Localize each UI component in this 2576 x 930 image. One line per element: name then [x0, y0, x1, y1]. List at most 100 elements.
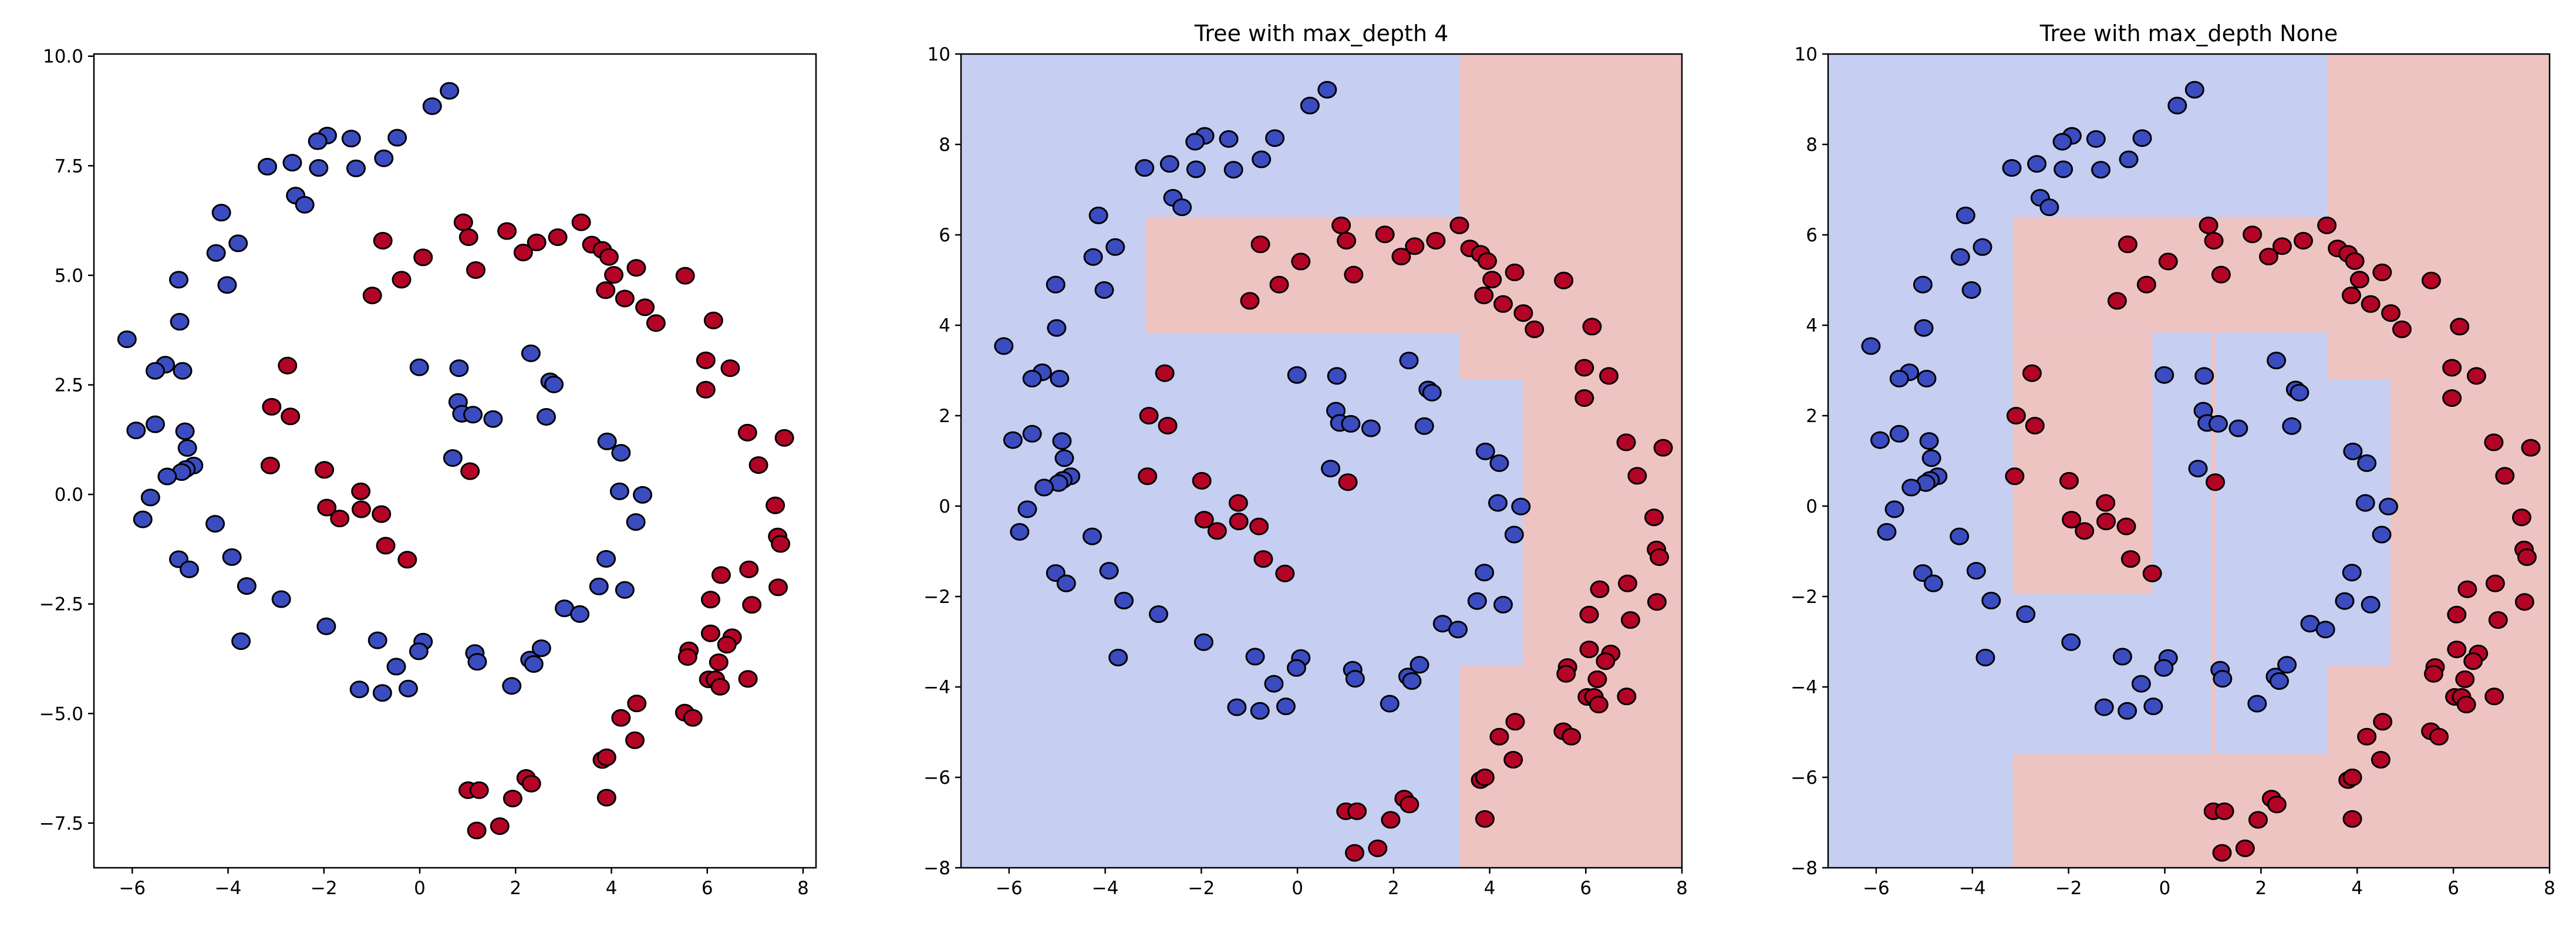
data-point-class-1: [710, 678, 730, 696]
data-point-class-0: [1105, 238, 1125, 256]
data-point-class-0: [1300, 96, 1320, 114]
data-point-class-0: [2379, 497, 2399, 515]
data-point-class-1: [1503, 750, 1523, 769]
data-point-class-1: [1525, 320, 1545, 338]
data-point-class-0: [1950, 527, 1970, 545]
data-point-class-1: [771, 535, 791, 553]
data-point-class-1: [521, 774, 541, 793]
data-point-class-0: [2054, 160, 2073, 178]
data-point-class-1: [738, 670, 758, 688]
decision-region-class-1: [1145, 217, 1460, 333]
data-point-class-1: [281, 407, 301, 426]
decision-region-class-1: [2211, 332, 2216, 754]
data-point-class-0: [1050, 369, 1070, 388]
data-point-class-0: [237, 577, 257, 595]
x-tick-label: 2: [510, 878, 521, 899]
data-point-class-0: [211, 204, 231, 222]
data-point-class-1: [720, 359, 740, 378]
y-tick-label: 10.0: [43, 46, 83, 68]
data-point-class-1: [1347, 802, 1367, 820]
data-point-class-0: [2270, 672, 2290, 690]
data-point-class-0: [1402, 672, 1422, 690]
y-tick-label: 2: [939, 406, 950, 427]
data-point-class-0: [309, 159, 329, 177]
data-point-class-1: [627, 695, 647, 713]
data-point-class-1: [2457, 580, 2477, 598]
data-point-class-1: [1505, 263, 1525, 281]
data-point-class-1: [675, 267, 695, 285]
data-point-class-0: [440, 82, 460, 100]
data-point-class-0: [2267, 352, 2287, 370]
data-point-class-0: [1345, 670, 1365, 688]
data-point-class-0: [502, 677, 522, 695]
data-point-class-1: [1338, 473, 1358, 491]
data-point-class-1: [2211, 265, 2231, 284]
data-point-class-0: [1877, 523, 1897, 541]
data-point-class-1: [397, 551, 417, 569]
data-point-class-1: [737, 423, 757, 442]
data-point-class-0: [521, 344, 541, 362]
data-point-class-1: [625, 731, 645, 749]
data-point-class-1: [2199, 216, 2218, 234]
data-point-class-0: [1114, 591, 1134, 609]
data-point-class-1: [2342, 810, 2362, 828]
axes-frame: [960, 53, 1683, 869]
data-point-class-1: [1505, 713, 1525, 731]
data-point-class-0: [2194, 367, 2214, 385]
data-point-class-0: [1870, 431, 1890, 449]
data-point-class-0: [1901, 479, 1921, 497]
data-point-class-1: [1627, 467, 1647, 485]
data-point-class-0: [2290, 383, 2309, 402]
data-point-class-1: [2488, 611, 2508, 629]
data-point-class-0: [1047, 319, 1067, 337]
x-tick-label: −2: [311, 878, 338, 899]
data-point-class-1: [1574, 359, 1594, 377]
data-point-class-0: [597, 432, 617, 450]
data-point-class-1: [372, 505, 392, 523]
data-point-class-1: [1250, 235, 1270, 254]
data-point-class-0: [1913, 275, 1933, 294]
data-point-class-0: [1493, 595, 1513, 614]
x-tick-label: 0: [414, 878, 426, 899]
data-point-class-0: [126, 422, 146, 440]
data-point-class-0: [1287, 366, 1307, 384]
data-point-class-1: [467, 821, 487, 840]
data-point-class-0: [1921, 449, 1941, 467]
data-point-class-0: [463, 406, 483, 424]
data-point-class-1: [2429, 727, 2449, 746]
data-point-class-1: [1381, 811, 1401, 829]
x-tick-label: −4: [1959, 878, 1986, 899]
data-point-class-0: [483, 410, 503, 428]
data-point-class-1: [2107, 292, 2127, 310]
data-point-class-0: [175, 422, 195, 440]
data-point-class-1: [1249, 517, 1269, 535]
data-point-class-0: [1489, 454, 1509, 472]
data-point-class-1: [748, 456, 768, 474]
data-point-class-0: [409, 358, 429, 376]
data-point-class-0: [1159, 155, 1179, 173]
decision-region-class-0: [1459, 379, 1523, 666]
data-point-class-1: [2456, 696, 2476, 714]
data-point-class-0: [2112, 648, 2132, 666]
data-point-class-0: [531, 639, 551, 658]
data-point-class-0: [1981, 591, 2001, 609]
data-point-class-0: [2061, 633, 2081, 651]
data-point-class-0: [1889, 369, 1909, 388]
data-point-class-1: [2455, 670, 2475, 688]
data-point-class-0: [2188, 460, 2208, 478]
data-point-class-1: [2517, 548, 2537, 567]
data-point-class-0: [536, 407, 556, 426]
data-point-class-1: [2075, 522, 2095, 540]
data-point-class-1: [1207, 522, 1227, 540]
data-point-class-1: [1644, 508, 1664, 527]
data-point-class-0: [2357, 454, 2377, 472]
data-point-class-1: [1138, 467, 1158, 486]
data-point-class-1: [503, 790, 522, 808]
data-point-class-0: [2277, 656, 2297, 674]
y-tick-label: 6: [1806, 225, 1818, 246]
data-point-class-0: [170, 313, 190, 331]
data-point-class-1: [2342, 769, 2362, 786]
data-point-class-1: [2349, 271, 2369, 289]
data-point-class-1: [1475, 769, 1495, 786]
data-point-class-1: [596, 281, 616, 299]
